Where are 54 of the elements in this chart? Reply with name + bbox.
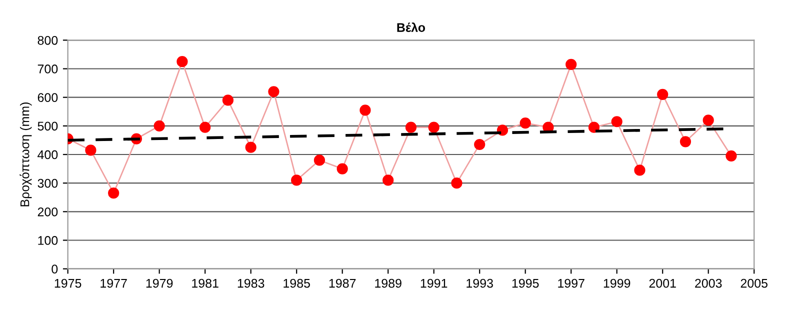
x-tick-label: 1975 xyxy=(54,278,82,288)
point xyxy=(566,58,577,70)
x-tick-label: 1997 xyxy=(558,278,584,288)
point xyxy=(726,150,737,162)
point xyxy=(360,104,371,116)
point xyxy=(451,178,462,189)
x-tick-label: 1979 xyxy=(146,278,173,288)
point xyxy=(154,120,165,132)
x-tick-label: 1981 xyxy=(192,278,218,288)
point xyxy=(405,122,417,133)
y-tick-label: 800 xyxy=(38,36,58,45)
point xyxy=(176,56,188,68)
point xyxy=(268,86,280,98)
point xyxy=(382,174,394,186)
point xyxy=(680,136,692,148)
point xyxy=(657,88,668,100)
point xyxy=(428,122,440,133)
y-axis-title: Βροχόπτωση (mm) xyxy=(20,102,32,206)
point xyxy=(702,114,714,126)
x-tick-label: 2005 xyxy=(740,278,768,288)
point xyxy=(588,122,600,133)
y-tick-label: 100 xyxy=(38,236,58,245)
x-tick-label: 2003 xyxy=(695,278,722,288)
chart-title: Βέλο xyxy=(397,22,426,32)
point xyxy=(336,163,348,174)
point xyxy=(222,94,234,106)
point xyxy=(314,154,326,166)
y-tick-label: 300 xyxy=(38,178,58,188)
point xyxy=(245,142,256,153)
x-tick-label: 2001 xyxy=(649,278,676,288)
x-tick-label: 1999 xyxy=(604,278,630,288)
y-tick-label: 200 xyxy=(38,207,58,216)
y-tick-label: 400 xyxy=(38,150,58,160)
point xyxy=(520,118,531,129)
point xyxy=(108,188,120,199)
x-tick-label: 1993 xyxy=(466,278,493,288)
point xyxy=(200,122,211,133)
x-tick-label: 1991 xyxy=(420,278,448,288)
point xyxy=(634,164,646,176)
point xyxy=(291,174,302,186)
point xyxy=(474,138,486,150)
point xyxy=(611,116,622,128)
y-tick-label: 600 xyxy=(38,93,58,102)
x-tick-label: 1995 xyxy=(512,278,539,288)
x-tick-label: 1987 xyxy=(329,278,356,288)
y-tick-label: 0 xyxy=(52,264,58,274)
x-tick-label: 1977 xyxy=(100,278,127,288)
x-tick-label: 1989 xyxy=(375,278,402,288)
point xyxy=(85,144,96,156)
point xyxy=(496,124,508,136)
x-tick-label: 1983 xyxy=(238,278,264,288)
y-tick-label: 500 xyxy=(38,122,58,131)
y-tick-label: 700 xyxy=(38,64,58,74)
x-tick-label: 1985 xyxy=(284,278,310,288)
